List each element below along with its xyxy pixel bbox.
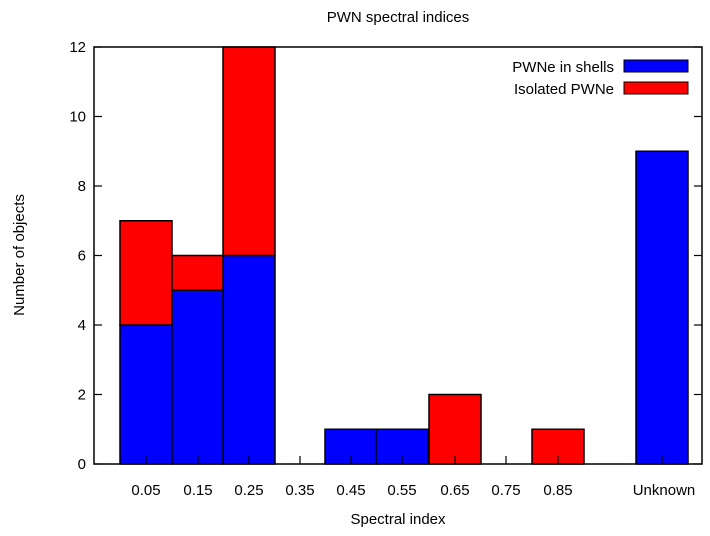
y-tick-label: 2: [78, 387, 86, 404]
x-tick-label: 0.45: [336, 482, 365, 499]
x-tick-label: 0.65: [440, 482, 469, 499]
x-axis: 0.05 0.15 0.25 0.35 0.45 0.55 0.65 0.75 0.85 Unkn…: [131, 456, 695, 499]
x-tick-label: 0.25: [234, 482, 263, 499]
y-tick-label: 10: [69, 109, 86, 126]
x-tick-label: 0.05: [131, 482, 160, 499]
x-tick-label: 0.15: [183, 482, 212, 499]
bar-shells: [171, 289, 225, 465]
x-axis-label: Spectral index: [350, 511, 446, 528]
bar-isolated: [222, 46, 276, 257]
y-axis-label: Number of objects: [11, 194, 28, 316]
chart-title: PWN spectral indices: [327, 9, 470, 26]
bar-isolated: [428, 393, 482, 465]
x-tick-label: Unknown: [633, 482, 696, 499]
bar-shells: [635, 150, 689, 465]
legend-label-shells: PWNe in shells: [512, 59, 614, 76]
x-tick-label: 0.35: [285, 482, 314, 499]
bar-shells: [119, 324, 173, 465]
x-tick-label: 0.75: [491, 482, 520, 499]
bar-isolated: [171, 254, 225, 291]
legend-swatch-shells: [623, 59, 689, 73]
y-tick-label: 12: [69, 39, 86, 56]
legend: PWNe in shells Isolated PWNe: [512, 59, 689, 98]
legend-label-isolated: Isolated PWNe: [514, 81, 614, 98]
x-tick-label: 0.55: [387, 482, 416, 499]
y-tick-label: 0: [78, 456, 86, 473]
bar-isolated: [119, 220, 173, 326]
legend-swatch-isolated: [623, 81, 689, 95]
y-tick-label: 6: [78, 248, 86, 265]
plot-frame: [93, 46, 703, 465]
x-tick-label: 0.85: [543, 482, 572, 499]
bar-shells: [222, 254, 276, 465]
y-tick-label: 4: [78, 317, 86, 334]
y-tick-label: 8: [78, 178, 86, 195]
bars-group: [119, 46, 689, 465]
